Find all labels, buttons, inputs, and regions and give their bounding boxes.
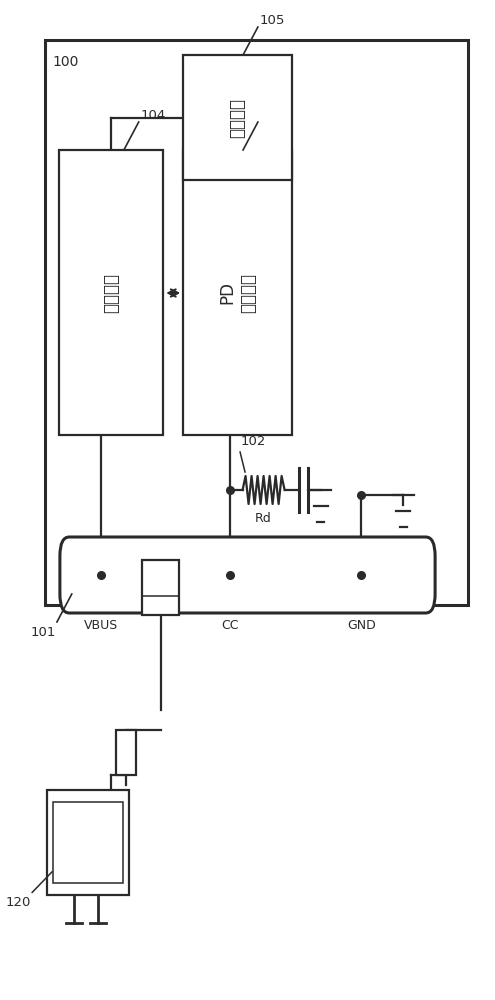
- Text: 102: 102: [240, 435, 265, 448]
- Bar: [45, 40, 468, 605]
- Text: 105: 105: [259, 14, 285, 27]
- Text: Rd: Rd: [255, 512, 272, 525]
- Bar: [183, 55, 292, 180]
- Text: PD
通信单元: PD 通信单元: [218, 273, 257, 313]
- Text: 受电单元: 受电单元: [102, 273, 120, 313]
- Text: 104: 104: [140, 109, 165, 122]
- Bar: [59, 150, 163, 435]
- Text: CC: CC: [221, 619, 239, 632]
- Bar: [53, 802, 123, 883]
- Text: GND: GND: [347, 619, 376, 632]
- Text: 120: 120: [6, 896, 31, 910]
- Text: VBUS: VBUS: [84, 619, 119, 632]
- FancyBboxPatch shape: [60, 537, 435, 613]
- Bar: [143, 560, 180, 615]
- Bar: [47, 790, 129, 895]
- Text: 100: 100: [52, 55, 78, 69]
- Bar: [116, 730, 136, 775]
- Text: 负载单元: 负载单元: [229, 98, 247, 137]
- Bar: [183, 150, 292, 435]
- Text: 101: 101: [30, 626, 55, 639]
- Text: 103: 103: [259, 109, 285, 122]
